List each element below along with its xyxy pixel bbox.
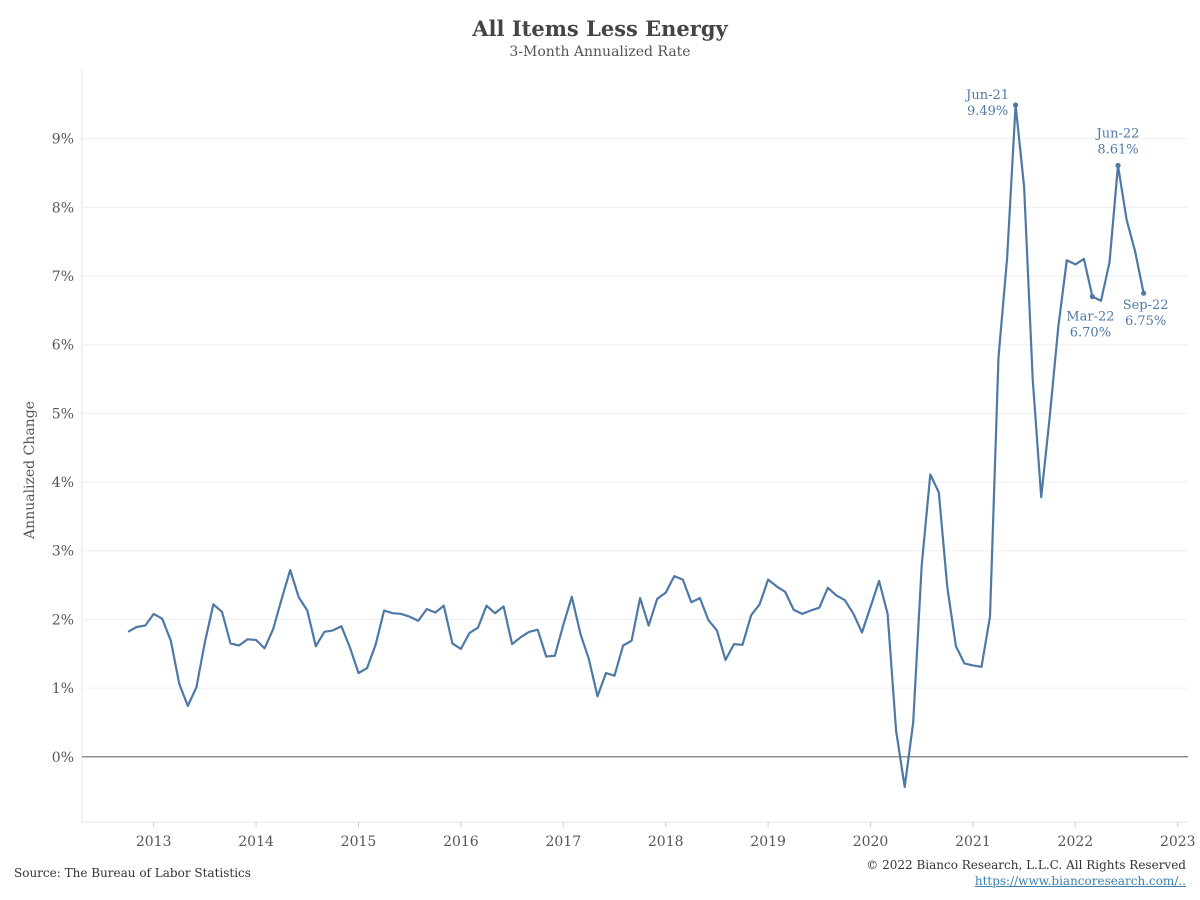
x-tick-label: 2017 [545,834,581,850]
annotation-date-label: Jun-21 [964,88,1009,103]
chart-title: All Items Less Energy [472,16,728,41]
annotation-point [1115,162,1121,169]
y-tick-label: 0% [52,750,74,766]
y-tick-label: 8% [52,200,74,216]
x-tick-label: 2014 [238,834,274,850]
x-tick-label: 2023 [1160,834,1196,850]
x-tick-label: 2019 [750,834,786,850]
website-link[interactable]: https://www.biancoresearch.com/.. [974,874,1186,888]
annotation-value-label: 6.75% [1125,314,1166,329]
y-tick-label: 7% [52,269,74,285]
annotation-point [1013,102,1019,108]
annotation-value-label: 8.61% [1097,142,1138,157]
y-tick-label: 1% [52,681,74,697]
x-tick-label: 2022 [1058,834,1094,850]
series-line [127,103,1145,789]
x-tick-label: 2020 [853,834,889,850]
chart-subtitle: 3-Month Annualized Rate [509,44,691,60]
y-axis-title: Annualized Change [22,401,38,540]
annotation-date-label: Sep-22 [1123,298,1169,313]
y-tick-label: 3% [52,544,74,560]
y-tick-label: 6% [52,338,74,354]
y-tick-label: 4% [52,475,74,491]
y-tick-label: 5% [52,406,74,422]
annotation-value-label: 6.70% [1070,326,1111,341]
x-tick-label: 2015 [341,834,377,850]
annotation-date-label: Mar-22 [1066,310,1114,325]
y-tick-label: 9% [52,132,74,148]
x-tick-label: 2021 [955,834,991,850]
annotation-point [1141,290,1147,296]
annotation-date-label: Jun-22 [1095,126,1140,141]
x-tick-label: 2018 [648,834,684,850]
annotation-value-label: 9.49% [967,104,1008,119]
y-tick-label: 2% [52,612,74,628]
copyright-note: © 2022 Bianco Research, L.L.C. All Right… [866,858,1186,872]
x-tick-label: 2013 [136,834,172,850]
x-tick-label: 2016 [443,834,479,850]
annotation-point [1089,294,1096,300]
source-note: Source: The Bureau of Labor Statistics [14,866,251,880]
